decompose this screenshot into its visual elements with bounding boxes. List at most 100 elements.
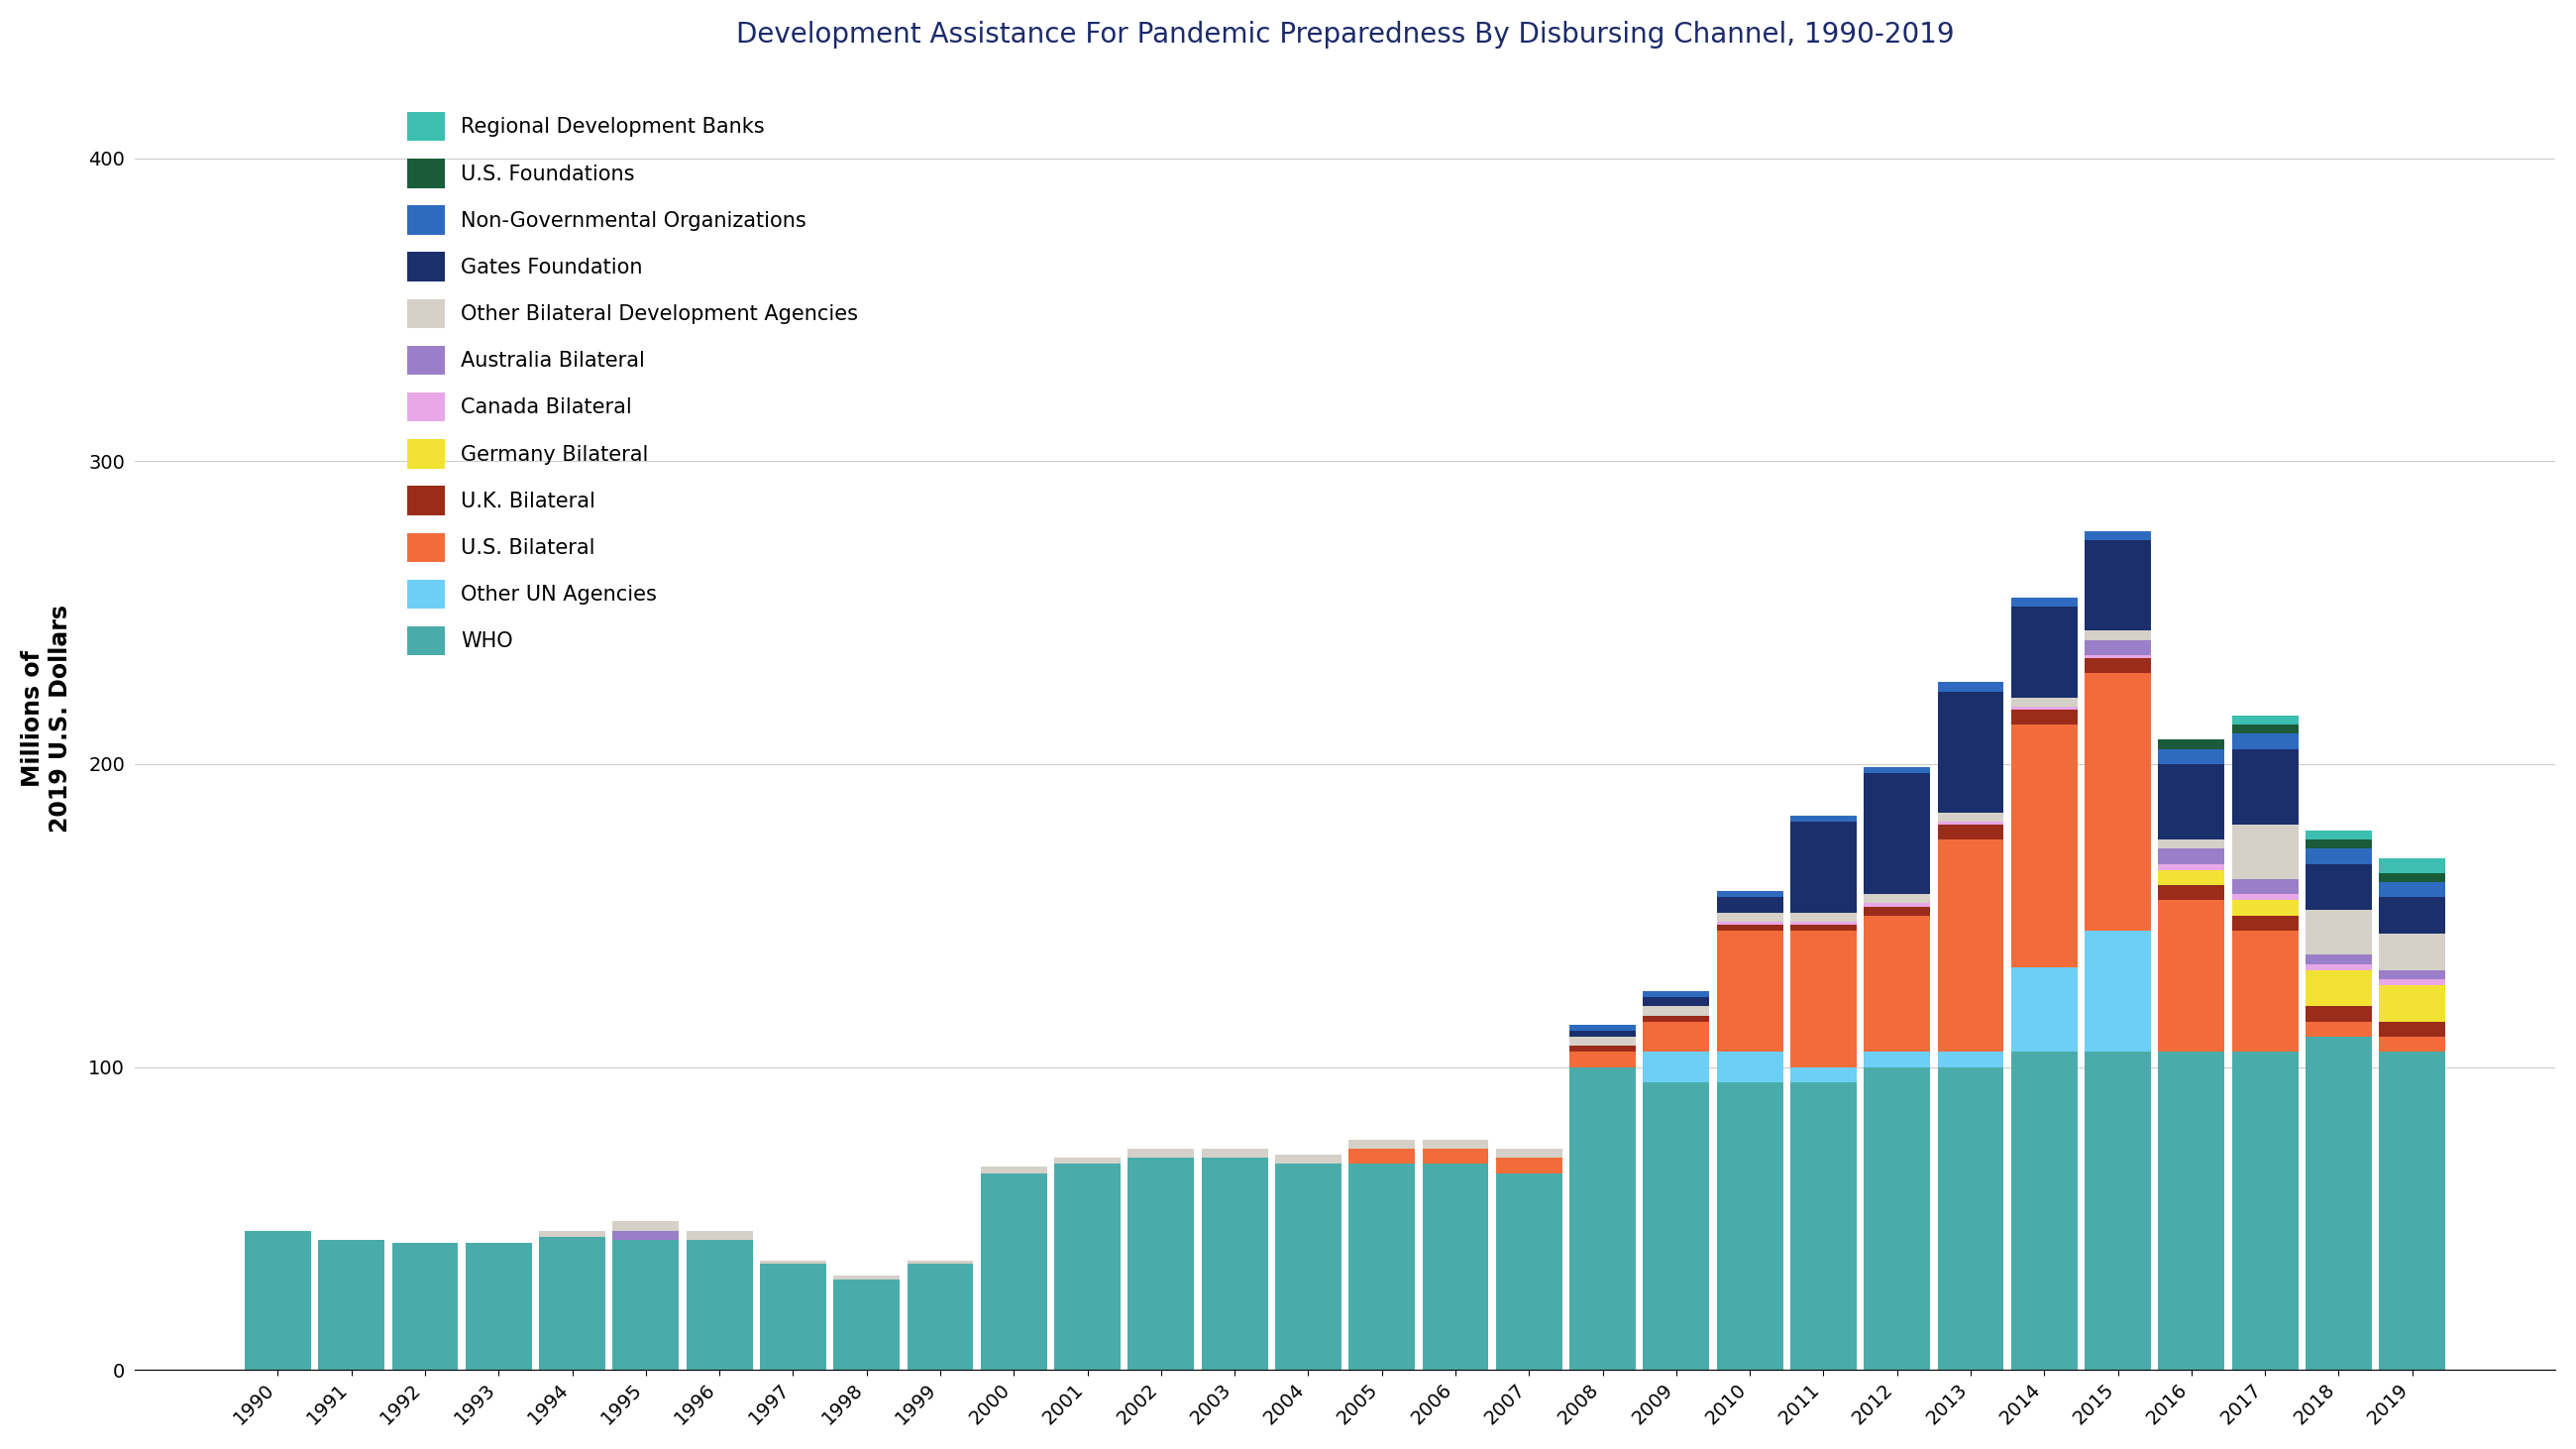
Bar <box>2380 969 2445 980</box>
Bar <box>2231 894 2298 900</box>
Bar <box>1716 930 1783 1052</box>
Bar <box>2380 985 2445 1022</box>
Bar <box>1865 767 1929 774</box>
Bar <box>2380 1052 2445 1369</box>
Bar <box>1422 1149 1489 1164</box>
Bar <box>2380 882 2445 897</box>
Bar <box>1865 774 1929 894</box>
Bar <box>2306 969 2372 1007</box>
Bar <box>2306 1007 2372 1022</box>
Bar <box>613 1230 680 1240</box>
Bar <box>1422 1140 1489 1149</box>
Bar <box>2380 897 2445 933</box>
Bar <box>2084 655 2151 658</box>
Bar <box>835 1279 899 1369</box>
Bar <box>1790 816 1857 822</box>
Bar <box>319 1240 384 1369</box>
Bar <box>760 1261 827 1264</box>
Bar <box>981 1166 1046 1174</box>
Bar <box>1569 1052 1636 1066</box>
Bar <box>1716 891 1783 897</box>
Bar <box>1350 1140 1414 1149</box>
Bar <box>1054 1164 1121 1369</box>
Bar <box>1937 682 2004 691</box>
Bar <box>2159 764 2226 840</box>
Bar <box>2159 749 2226 764</box>
Bar <box>1790 822 1857 913</box>
Bar <box>2084 640 2151 655</box>
Bar <box>907 1264 974 1369</box>
Bar <box>907 1261 974 1264</box>
Bar <box>466 1243 531 1369</box>
Bar <box>2159 885 2226 900</box>
Bar <box>2380 933 2445 969</box>
Bar <box>1350 1164 1414 1369</box>
Bar <box>2012 707 2076 710</box>
Bar <box>2012 724 2076 966</box>
Bar <box>2231 716 2298 724</box>
Bar <box>1865 1066 1929 1369</box>
Bar <box>2084 930 2151 1052</box>
Bar <box>2380 1036 2445 1052</box>
Bar <box>1643 1022 1710 1052</box>
Bar <box>1643 1016 1710 1022</box>
Bar <box>2231 733 2298 749</box>
Bar <box>1200 1149 1267 1158</box>
Bar <box>2231 916 2298 930</box>
Bar <box>2380 858 2445 874</box>
Bar <box>2012 697 2076 707</box>
Bar <box>2012 1052 2076 1369</box>
Bar <box>1497 1158 1561 1174</box>
Bar <box>1865 907 1929 916</box>
Bar <box>2306 849 2372 864</box>
Bar <box>1054 1158 1121 1164</box>
Bar <box>2231 900 2298 916</box>
Bar <box>1497 1174 1561 1369</box>
Legend: Regional Development Banks, U.S. Foundations, Non-Governmental Organizations, Ga: Regional Development Banks, U.S. Foundat… <box>399 104 866 664</box>
Bar <box>1716 897 1783 913</box>
Bar <box>613 1240 680 1369</box>
Bar <box>2159 849 2226 864</box>
Bar <box>1790 1066 1857 1082</box>
Bar <box>2306 1036 2372 1369</box>
Bar <box>2306 910 2372 955</box>
Bar <box>1790 1082 1857 1369</box>
Bar <box>1569 1046 1636 1052</box>
Bar <box>1937 824 2004 840</box>
Bar <box>2231 880 2298 894</box>
Bar <box>392 1243 459 1369</box>
Bar <box>538 1230 605 1236</box>
Title: Development Assistance For Pandemic Preparedness By Disbursing Channel, 1990-201: Development Assistance For Pandemic Prep… <box>737 20 1955 48</box>
Bar <box>1865 894 1929 903</box>
Bar <box>1716 922 1783 924</box>
Bar <box>2231 824 2298 880</box>
Bar <box>1275 1155 1342 1164</box>
Bar <box>1128 1149 1195 1158</box>
Bar <box>2159 840 2226 849</box>
Bar <box>1790 924 1857 930</box>
Bar <box>1790 922 1857 924</box>
Bar <box>1350 1149 1414 1164</box>
Bar <box>1643 991 1710 997</box>
Bar <box>2306 955 2372 964</box>
Bar <box>1716 1082 1783 1369</box>
Bar <box>2306 1022 2372 1036</box>
Bar <box>1865 903 1929 907</box>
Bar <box>1569 1024 1636 1030</box>
Bar <box>2084 674 2151 930</box>
Bar <box>1937 1066 2004 1369</box>
Bar <box>1937 691 2004 813</box>
Bar <box>1643 1052 1710 1082</box>
Bar <box>1643 1007 1710 1016</box>
Bar <box>2084 530 2151 540</box>
Bar <box>760 1264 827 1369</box>
Bar <box>1865 916 1929 1052</box>
Bar <box>2159 864 2226 869</box>
Bar <box>1790 930 1857 1066</box>
Bar <box>613 1222 680 1230</box>
Bar <box>2380 980 2445 985</box>
Bar <box>1937 813 2004 822</box>
Bar <box>2159 740 2226 749</box>
Bar <box>245 1230 312 1369</box>
Bar <box>1275 1164 1342 1369</box>
